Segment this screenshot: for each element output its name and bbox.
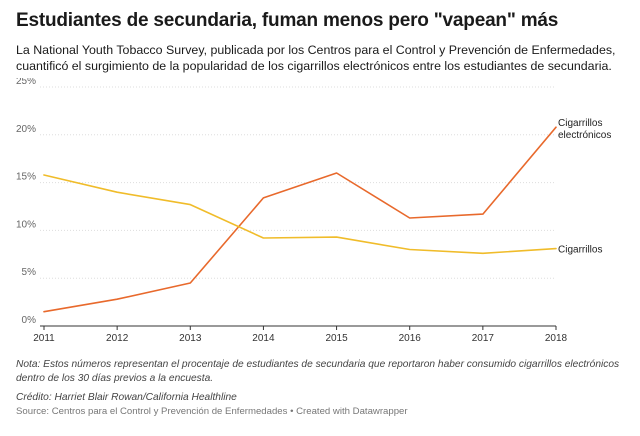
x-tick-label: 2012	[106, 333, 129, 344]
x-tick-label: 2015	[325, 333, 348, 344]
x-axis-ticks: 2011 2012 2013 2014 2015 2016 2017 2018	[33, 326, 568, 344]
series-label: Cigarrillos	[558, 118, 602, 129]
chart-title: Estudiantes de secundaria, fuman menos p…	[16, 10, 559, 31]
x-tick-label: 2018	[545, 333, 568, 344]
y-tick-label: 15%	[16, 172, 36, 183]
x-tick-label: 2017	[472, 333, 495, 344]
y-tick-label: 10%	[16, 219, 36, 230]
y-axis-ticks: 0% 5% 10% 15% 20% 25%	[16, 78, 36, 326]
x-tick-label: 2013	[179, 333, 202, 344]
line-chart: 0%5%10%15%20%25% 2011 2012 2013 2014 2015 201…	[16, 78, 611, 344]
y-tick-label: 25%	[16, 78, 36, 87]
y-tick-label: 0%	[22, 315, 37, 326]
series-label: Cigarrillos	[558, 245, 602, 256]
x-tick-label: 2014	[252, 333, 275, 344]
grid-lines	[40, 86, 556, 327]
series-line-1	[43, 174, 557, 255]
y-tick-label: 5%	[22, 267, 37, 278]
x-tick-label: 2011	[33, 333, 55, 344]
chart-subtitle: La National Youth Tobacco Survey, public…	[16, 43, 616, 73]
chart-credit: Crédito: Harriet Blair Rowan/California …	[16, 392, 237, 403]
series-line-0	[43, 126, 557, 313]
x-tick-label: 2016	[399, 333, 422, 344]
y-tick-label: 20%	[16, 124, 36, 135]
series-label: electrónicos	[558, 130, 611, 141]
series-lines	[43, 126, 557, 313]
chart-note: Nota: Estos números representan el proce…	[16, 359, 620, 384]
chart-source: Source: Centros para el Control y Preven…	[16, 406, 408, 417]
